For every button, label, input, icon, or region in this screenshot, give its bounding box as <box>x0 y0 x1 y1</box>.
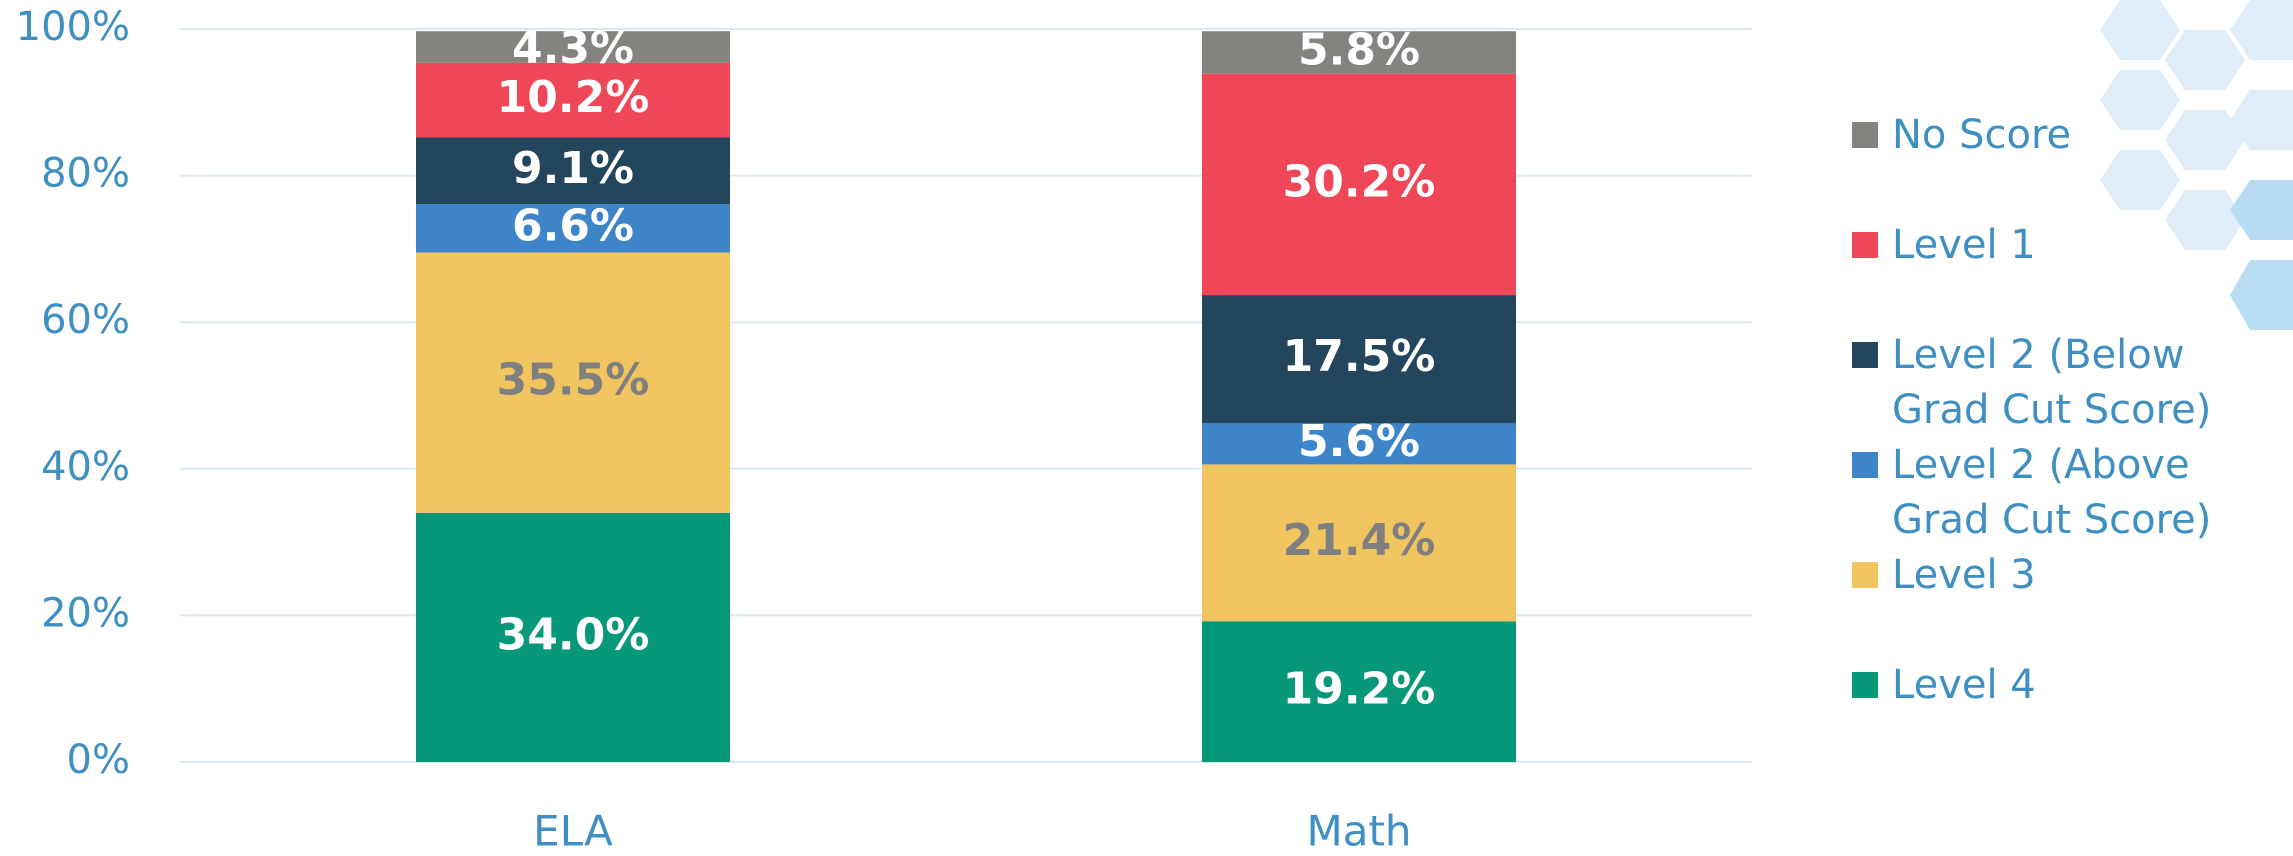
legend-item: Level 3 <box>1852 548 2292 658</box>
legend: No Score Level 1 Level 2 (Below Grad Cut S… <box>1852 108 2292 768</box>
value-label: 6.6% <box>512 200 634 251</box>
legend-label: Level 2 (Above Grad Cut Score) <box>1892 442 2211 543</box>
legend-swatch <box>1852 562 1878 588</box>
y-tick-label: 60% <box>41 297 130 343</box>
legend-item: No Score <box>1852 108 2292 218</box>
y-tick-label: 0% <box>67 737 130 783</box>
x-tick-label: Math <box>1306 807 1411 856</box>
value-label: 4.3% <box>512 23 634 74</box>
legend-item: Level 4 <box>1852 658 2292 768</box>
value-label: 35.5% <box>497 355 650 406</box>
y-tick-label: 40% <box>41 444 130 490</box>
y-tick-label: 80% <box>41 151 130 197</box>
x-tick-label: ELA <box>533 807 613 856</box>
value-label: 21.4% <box>1283 515 1436 566</box>
legend-label: No Score <box>1892 112 2071 158</box>
value-label: 19.2% <box>1283 664 1436 715</box>
value-label: 9.1% <box>512 143 634 194</box>
value-label: 10.2% <box>497 72 650 123</box>
y-tick-label: 100% <box>16 4 130 50</box>
y-tick-label: 20% <box>41 590 130 636</box>
value-label: 5.6% <box>1298 416 1420 467</box>
value-label: 30.2% <box>1283 156 1436 207</box>
legend-swatch <box>1852 672 1878 698</box>
legend-label: Level 4 <box>1892 662 2036 708</box>
legend-swatch <box>1852 452 1878 478</box>
legend-item: Level 2 (Below Grad Cut Score) <box>1852 328 2292 438</box>
value-label: 5.8% <box>1298 24 1420 75</box>
legend-label: Level 2 (Below Grad Cut Score) <box>1892 332 2211 433</box>
legend-label: Level 1 <box>1892 222 2036 268</box>
legend-item: Level 2 (Above Grad Cut Score) <box>1852 438 2292 548</box>
legend-swatch <box>1852 342 1878 368</box>
value-label: 17.5% <box>1283 331 1436 382</box>
legend-swatch <box>1852 122 1878 148</box>
value-label: 34.0% <box>497 609 650 660</box>
legend-swatch <box>1852 232 1878 258</box>
chart-page: 0% 20% 40% 60% 80% 100% ELA 34.0% 35.5% 6.6% 9.1% 1… <box>0 0 2293 856</box>
legend-item: Level 1 <box>1852 218 2292 328</box>
legend-label: Level 3 <box>1892 552 2036 598</box>
